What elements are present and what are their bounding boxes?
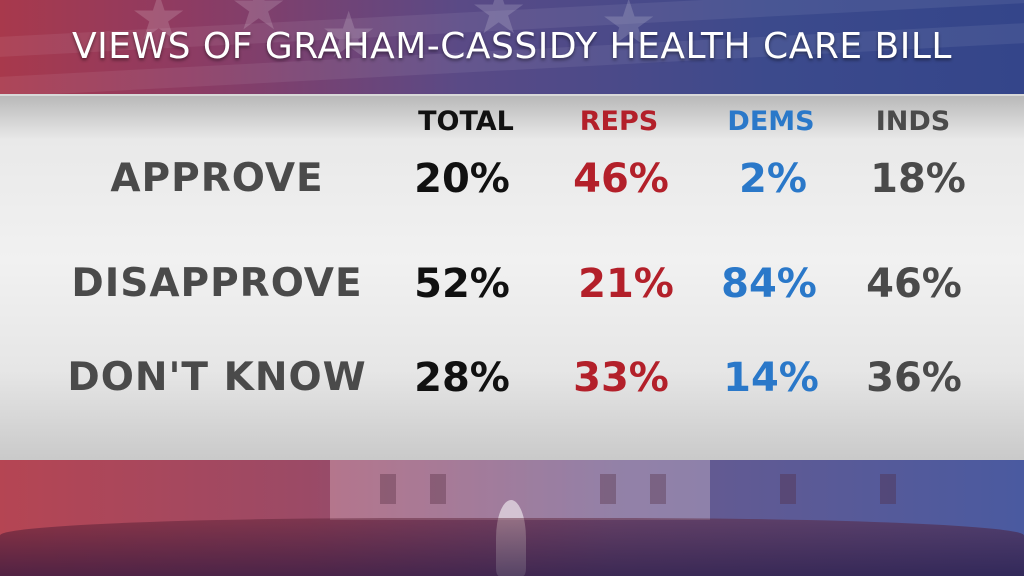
row-label-disapprove: DISAPPROVE [71, 261, 363, 306]
cell-disapprove-inds: 46% [866, 261, 962, 307]
cell-approve-inds: 18% [870, 156, 966, 202]
cell-approve-dems: 2% [739, 156, 807, 202]
cell-dont-know-reps: 33% [573, 355, 669, 401]
table-panel [0, 94, 1024, 464]
chart-title: VIEWS OF GRAHAM-CASSIDY HEALTH CARE BILL [72, 26, 952, 67]
cell-dont-know-inds: 36% [866, 355, 962, 401]
star-icon: ★ [600, 0, 658, 61]
row-label-approve: APPROVE [110, 156, 324, 201]
star-icon: ★ [230, 0, 288, 45]
cell-approve-total: 20% [414, 156, 510, 202]
cell-disapprove-dems: 84% [721, 261, 817, 307]
cell-approve-reps: 46% [573, 156, 669, 202]
column-header-total: TOTAL [418, 106, 514, 137]
cell-dont-know-dems: 14% [723, 355, 819, 401]
row-label-dont-know: DON'T KNOW [67, 355, 367, 400]
column-header-dems: DEMS [727, 106, 815, 137]
column-header-reps: REPS [579, 106, 659, 137]
column-header-inds: INDS [875, 106, 951, 137]
footer-background [0, 460, 1024, 576]
cell-disapprove-reps: 21% [578, 261, 674, 307]
star-icon: ★ [470, 0, 528, 49]
cell-dont-know-total: 28% [414, 355, 510, 401]
cell-disapprove-total: 52% [414, 261, 510, 307]
header-banner: ★ ★ ★ ★ ★ VIEWS OF GRAHAM-CASSIDY HEALTH… [0, 0, 1024, 94]
star-icon: ★ [130, 0, 188, 55]
star-icon: ★ [320, 0, 378, 73]
